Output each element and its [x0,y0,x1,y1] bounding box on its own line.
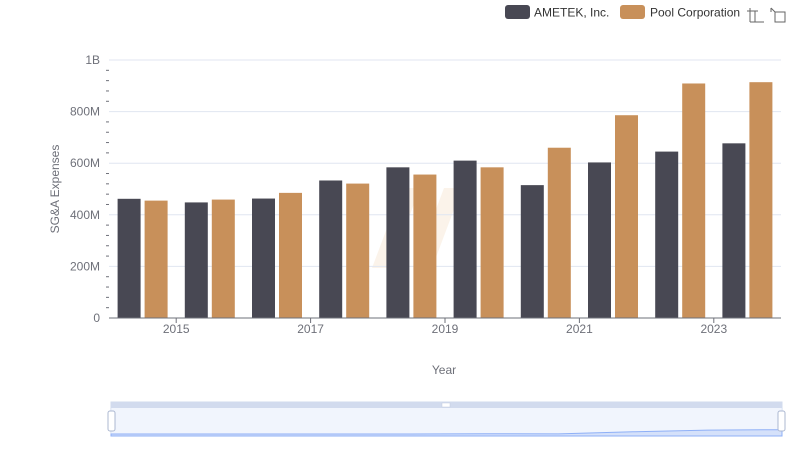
legend-label: Pool Corporation [650,6,740,20]
legend-swatch [620,5,645,19]
x-tick-label: 2021 [566,322,593,336]
bar-ametek-2017[interactable] [319,180,343,318]
gridlines [109,59,781,267]
zoom-icon[interactable] [745,5,765,25]
bar-pool-2020[interactable] [547,147,571,318]
bar-pool-2016[interactable] [279,192,302,318]
y-tick-label: 1B [85,53,100,67]
x-tick-label: 2015 [163,322,190,336]
restore-icon[interactable] [768,5,788,25]
y-axis-title: SG&A Expenses [48,145,62,234]
bar-ametek-2021[interactable] [588,162,611,318]
bar-ametek-2019[interactable] [453,160,477,318]
bars [117,82,773,318]
x-axis: 2015 2017 2019 2021 2023 [163,318,727,336]
bar-pool-2015[interactable] [211,199,235,318]
bar-pool-2021[interactable] [615,115,638,318]
legend: AMETEK, Inc. Pool Corporation [505,5,740,20]
legend-item-ametek[interactable]: AMETEK, Inc. [505,5,609,20]
x-tick-label: 2023 [700,322,727,336]
bar-pool-2014[interactable] [144,200,168,318]
bar-ametek-2016[interactable] [252,198,275,318]
bar-ametek-2018[interactable] [386,167,410,318]
y-axis: 0 200M 400M 600M 800M 1B [70,53,100,325]
bar-pool-2023[interactable] [749,82,773,318]
legend-item-pool[interactable]: Pool Corporation [620,5,740,20]
bar-ametek-2022[interactable] [655,151,679,318]
data-zoom-handle-left[interactable] [107,410,116,432]
x-tick-label: 2019 [432,322,459,336]
legend-label: AMETEK, Inc. [534,6,609,20]
x-axis-title: Year [432,363,456,377]
bar-pool-2017[interactable] [346,183,370,318]
bar-ametek-2015[interactable] [184,202,208,318]
bar-pool-2019[interactable] [480,167,504,318]
bar-pool-2022[interactable] [682,83,706,318]
y-tick-label: 800M [70,105,100,119]
y-tick-label: 600M [70,156,100,170]
data-zoom-move-handle[interactable] [441,402,451,408]
data-zoom-slider[interactable] [107,401,786,437]
bar-ametek-2020[interactable] [520,185,544,318]
data-zoom-handle-right[interactable] [777,410,786,432]
legend-swatch [505,5,530,19]
x-tick-label: 2017 [297,322,324,336]
y-tick-label: 400M [70,208,100,222]
bar-ametek-2014[interactable] [117,198,141,318]
y-tick-label: 200M [70,259,100,273]
y-tick-label: 0 [93,311,100,325]
bar-ametek-2023[interactable] [722,143,746,318]
y-axis-minor-ticks [106,69,109,309]
bar-pool-2018[interactable] [413,174,437,318]
